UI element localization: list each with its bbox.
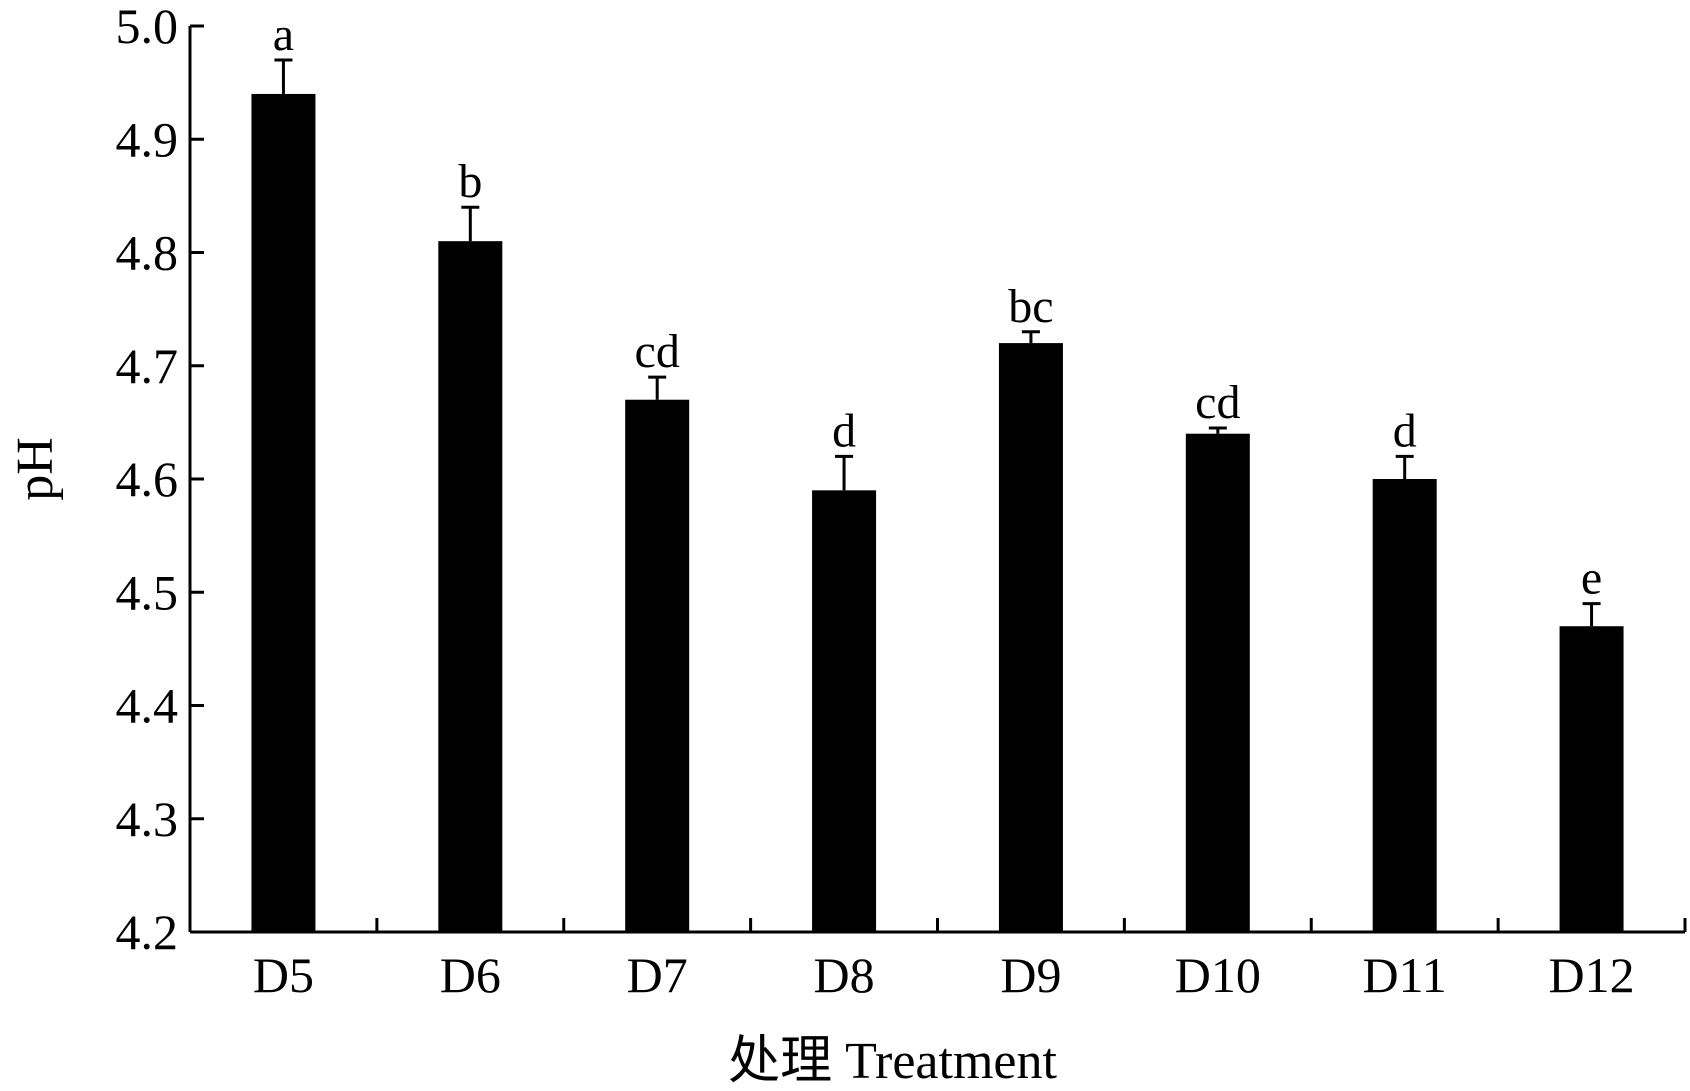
y-tick-label: 4.9 [116, 111, 179, 167]
y-tick-label: 4.8 [116, 225, 179, 281]
significance-letter-d9: bc [1008, 280, 1053, 333]
significance-letter-d6: b [458, 155, 482, 208]
bar-d7 [625, 399, 690, 933]
bars [251, 58, 1624, 933]
x-tick-label-d6: D6 [440, 947, 501, 1003]
axes [188, 24, 1687, 934]
significance-letter-d11: d [1393, 404, 1417, 457]
y-tick-label: 4.7 [116, 338, 179, 394]
bar-d6 [438, 241, 503, 933]
labels: 4.2 4.3 4.4 4.5 4.6 4.7 4.8 4.9 5.0 a D5 b D6 cd D7 d D8… [7, 0, 1635, 1090]
significance-letter-d5: a [273, 8, 294, 61]
bar-d8 [812, 490, 877, 932]
bar-d11 [1372, 479, 1437, 932]
significance-letter-d7: cd [635, 325, 680, 378]
significance-letter-d12: e [1581, 552, 1602, 605]
x-tick-label-d9: D9 [1000, 947, 1061, 1003]
y-tick-label: 4.3 [116, 791, 179, 847]
x-tick-label-d11: D11 [1363, 947, 1447, 1003]
bar-d10 [1185, 433, 1250, 932]
y-tick-label: 5.0 [116, 0, 179, 54]
x-tick-label-d10: D10 [1175, 947, 1261, 1003]
x-tick-label-d5: D5 [253, 947, 314, 1003]
x-tick-label-d12: D12 [1549, 947, 1635, 1003]
x-axis-title: 处理 Treatment [728, 1033, 1057, 1086]
bar-d9 [998, 343, 1063, 933]
bar-d5 [251, 93, 316, 932]
y-axis-title: pH [7, 437, 64, 501]
significance-letter-d8: d [832, 404, 856, 457]
y-tick-label: 4.5 [116, 564, 179, 620]
bar-d12 [1559, 626, 1624, 932]
x-tick-label-d7: D7 [627, 947, 688, 1003]
y-tick-label: 4.6 [116, 451, 179, 507]
y-tick-label: 4.2 [116, 904, 179, 960]
y-tick-label: 4.4 [116, 678, 179, 734]
significance-letter-d10: cd [1195, 376, 1240, 429]
x-tick-label-d8: D8 [814, 947, 875, 1003]
